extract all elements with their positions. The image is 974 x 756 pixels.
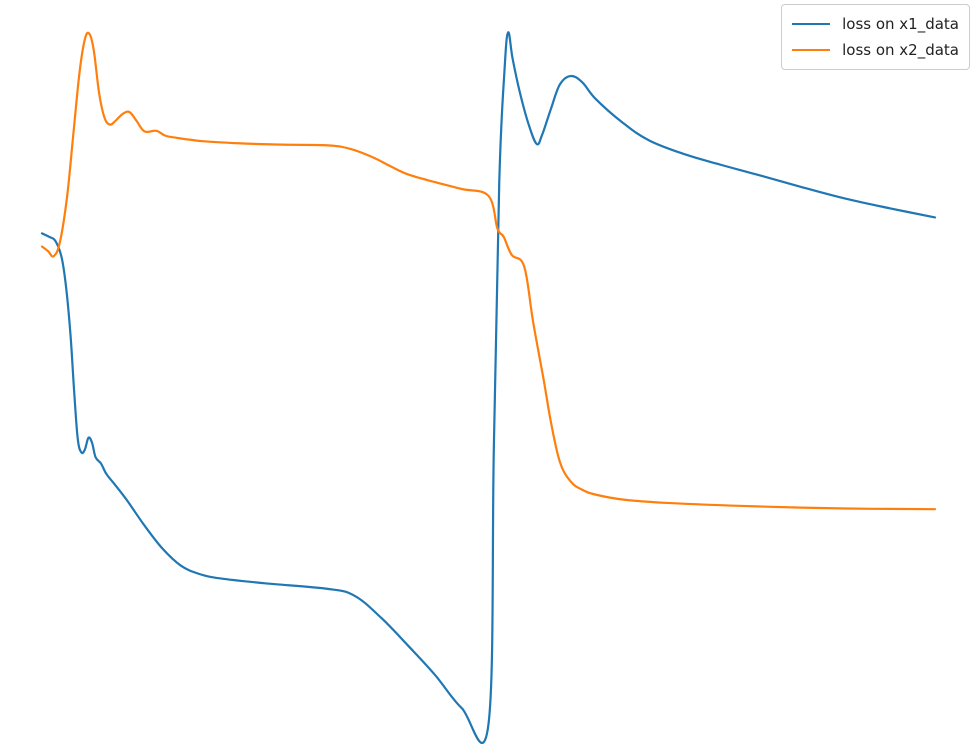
legend-entry-x2-data: loss on x2_data — [792, 37, 959, 63]
series-line-x1-data — [40, 31, 937, 744]
legend-entry-x1-data: loss on x1_data — [792, 11, 959, 37]
legend: loss on x1_data loss on x2_data — [781, 4, 970, 70]
legend-swatch-x2-data — [792, 49, 831, 51]
series-line-x2-data — [40, 31, 937, 511]
plot-area — [40, 31, 937, 744]
legend-label-x1-data: loss on x1_data — [842, 15, 959, 33]
legend-swatch-x1-data — [792, 23, 831, 25]
legend-label-x2-data: loss on x2_data — [842, 41, 959, 59]
